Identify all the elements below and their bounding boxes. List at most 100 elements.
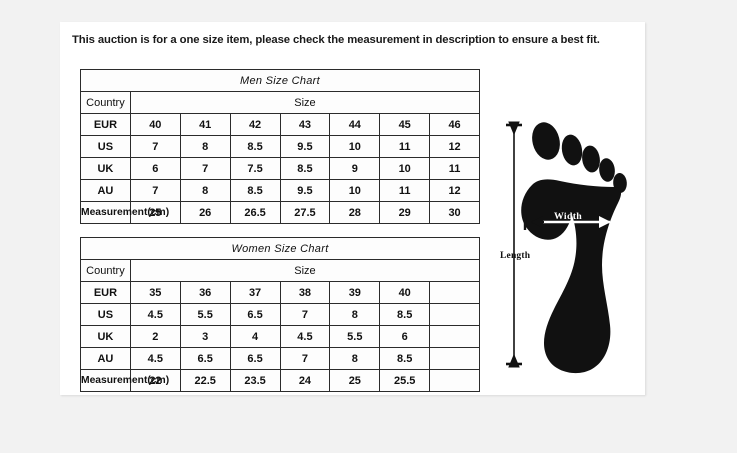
table-row: UK 6 7 7.5 8.5 9 10 11	[80, 157, 480, 180]
cell: 6.5	[229, 347, 281, 370]
table-row: UK 2 3 4 4.5 5.5 6	[80, 325, 480, 348]
women-country-header: Country	[80, 259, 131, 282]
cell: 8	[179, 135, 231, 158]
table-row: US 4.5 5.5 6.5 7 8 8.5	[80, 303, 480, 326]
cell: 11	[429, 157, 480, 180]
cell: 6	[379, 325, 431, 348]
cell: 38	[279, 281, 331, 304]
cell-empty	[429, 369, 480, 392]
cell: 41	[179, 113, 231, 136]
women-size-chart-table: Women Size Chart Country Size EUR 35 36 …	[80, 237, 481, 392]
cell: 40	[129, 113, 181, 136]
cell: 4.5	[129, 347, 181, 370]
cell: 46	[429, 113, 480, 136]
cell: 4.5	[279, 325, 331, 348]
cell: 7.5	[229, 157, 281, 180]
cell: 10	[379, 157, 431, 180]
cell: 22.5	[179, 369, 231, 392]
cell: 8	[179, 179, 231, 202]
cell: 8.5	[379, 347, 431, 370]
length-label: Length	[500, 251, 531, 261]
cell: 25.5	[379, 369, 431, 392]
table-title-row: Women Size Chart	[80, 237, 480, 260]
cell: 43	[279, 113, 331, 136]
foot-silhouette-icon	[506, 121, 627, 374]
women-size-header: Size	[129, 259, 481, 282]
cell: 22	[129, 369, 181, 392]
row-label-eur: EUR	[80, 281, 131, 304]
table-row: AU 7 8 8.5 9.5 10 11 12	[80, 179, 480, 202]
cell: 7	[279, 347, 331, 370]
table-row: EUR 35 36 37 38 39 40	[80, 281, 480, 304]
cell: 24	[279, 369, 331, 392]
cell: 6.5	[229, 303, 281, 326]
cell: 4.5	[129, 303, 181, 326]
cell: 42	[229, 113, 281, 136]
cell: 7	[129, 179, 181, 202]
cell: 36	[179, 281, 231, 304]
cell-empty	[429, 347, 480, 370]
cell: 7	[179, 157, 231, 180]
cell-empty	[429, 281, 480, 304]
cell: 25	[129, 201, 181, 224]
row-label-au: AU	[80, 179, 131, 202]
cell: 5.5	[179, 303, 231, 326]
length-dimension-arrow	[506, 121, 522, 368]
cell: 11	[379, 179, 431, 202]
width-label: Width	[554, 211, 583, 222]
table-row: Measurement(cm) 25 26 26.5 27.5 28 29 30	[80, 201, 480, 224]
cell: 26.5	[229, 201, 281, 224]
table-header-row: Country Size	[80, 91, 481, 114]
foot-measurement-diagram: Length Width	[492, 107, 637, 382]
cell: 8.5	[229, 179, 281, 202]
cell: 29	[379, 201, 431, 224]
cell: 44	[329, 113, 381, 136]
cell: 30	[429, 201, 480, 224]
cell: 8.5	[229, 135, 281, 158]
row-label-measurement: Measurement(cm)	[80, 201, 169, 224]
table-row: US 7 8 8.5 9.5 10 11 12	[80, 135, 480, 158]
cell: 8.5	[279, 157, 331, 180]
header-note: This auction is for a one size item, ple…	[72, 34, 600, 46]
cell: 5.5	[329, 325, 381, 348]
cell: 10	[329, 135, 381, 158]
width-dimension-arrow	[523, 214, 611, 230]
table-title-row: Men Size Chart	[80, 69, 480, 92]
cell: 37	[229, 281, 281, 304]
cell: 26	[179, 201, 231, 224]
cell: 8.5	[379, 303, 431, 326]
cell: 3	[179, 325, 231, 348]
cell-empty	[429, 303, 480, 326]
cell: 39	[329, 281, 381, 304]
cell: 27.5	[279, 201, 331, 224]
row-label-us: US	[80, 303, 131, 326]
cell: 45	[379, 113, 431, 136]
men-size-chart-table: Men Size Chart Country Size EUR 40 41 42…	[80, 69, 481, 224]
men-country-header: Country	[80, 91, 131, 114]
cell: 28	[329, 201, 381, 224]
men-chart-title: Men Size Chart	[80, 69, 480, 92]
cell: 40	[379, 281, 431, 304]
cell: 9.5	[279, 179, 331, 202]
foot-toes	[532, 122, 627, 193]
cell: 11	[379, 135, 431, 158]
row-label-measurement: Measurement(cm)	[80, 369, 169, 392]
cell: 4	[229, 325, 281, 348]
cell: 7	[279, 303, 331, 326]
row-label-uk: UK	[80, 325, 131, 348]
cell-empty	[429, 325, 480, 348]
cell: 25	[329, 369, 381, 392]
row-label-us: US	[80, 135, 131, 158]
cell: 12	[429, 135, 480, 158]
row-label-au: AU	[80, 347, 131, 370]
women-chart-title: Women Size Chart	[80, 237, 480, 260]
cell: 8	[329, 303, 381, 326]
table-row: AU 4.5 6.5 6.5 7 8 8.5	[80, 347, 480, 370]
content-panel: This auction is for a one size item, ple…	[60, 22, 645, 395]
row-label-eur: EUR	[80, 113, 131, 136]
table-row: Measurement(cm) 22 22.5 23.5 24 25 25.5	[80, 369, 480, 392]
foot-sole	[521, 179, 622, 374]
table-header-row: Country Size	[80, 259, 481, 282]
row-label-uk: UK	[80, 157, 131, 180]
